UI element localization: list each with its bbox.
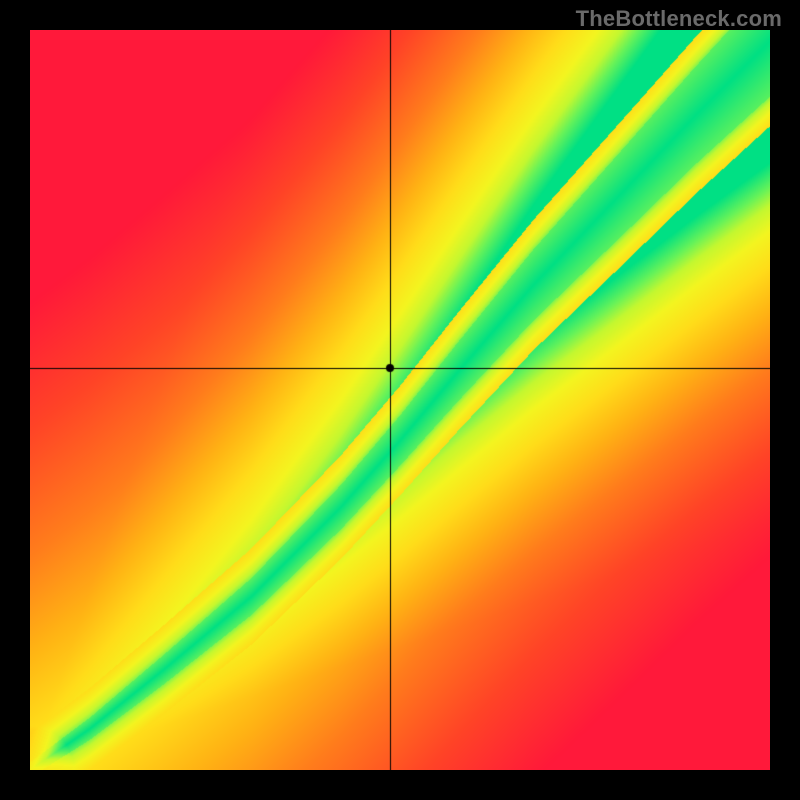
watermark-text: TheBottleneck.com — [576, 6, 782, 32]
heatmap-plot — [30, 30, 770, 770]
chart-container: TheBottleneck.com — [0, 0, 800, 800]
heatmap-canvas — [30, 30, 770, 770]
